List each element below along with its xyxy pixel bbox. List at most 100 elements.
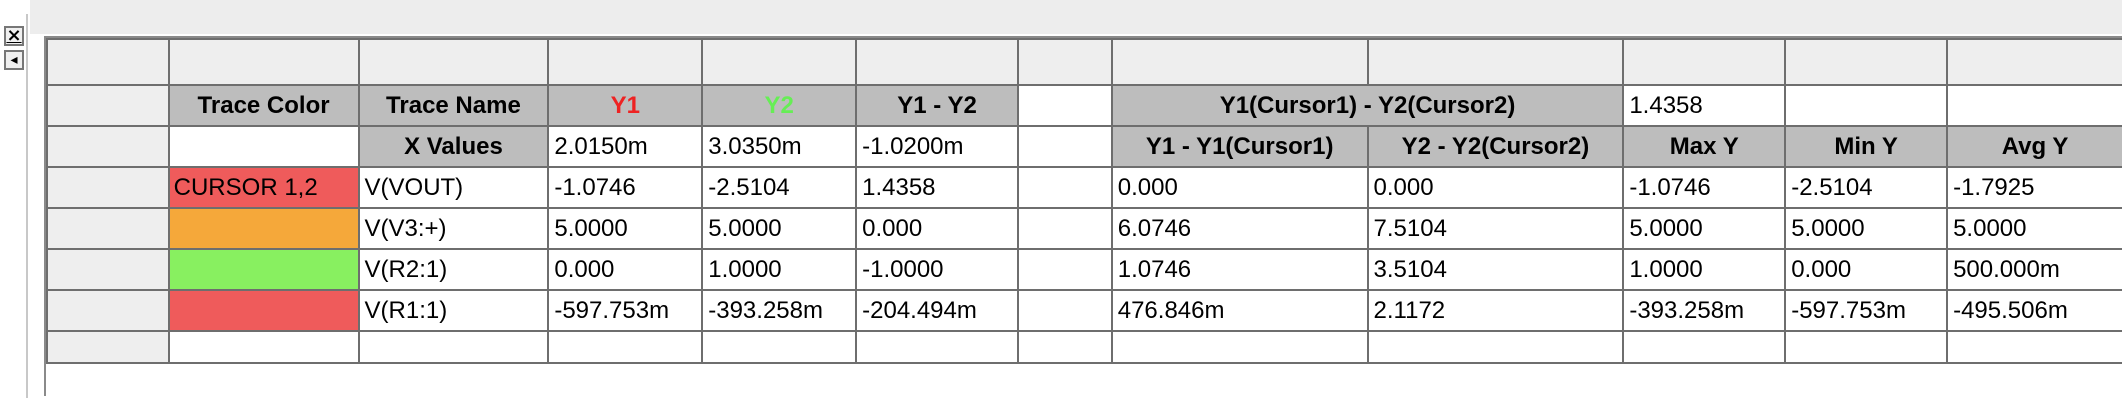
- empty-cell[interactable]: [1017, 330, 1113, 364]
- y-diff-value[interactable]: 1.4358: [855, 166, 1019, 209]
- x2-value[interactable]: 3.0350m: [701, 125, 858, 168]
- min-y-value[interactable]: 5.0000: [1784, 207, 1949, 250]
- min-y-value[interactable]: -597.753m: [1784, 289, 1949, 332]
- col-header[interactable]: [1784, 38, 1949, 86]
- trace-color-swatch[interactable]: [167, 248, 360, 291]
- empty-cell[interactable]: [1784, 84, 1949, 127]
- empty-cell[interactable]: [1017, 289, 1113, 332]
- y2-cursor-value[interactable]: 2.1172: [1366, 289, 1625, 332]
- trace-color-swatch[interactable]: [167, 289, 360, 332]
- empty-cell[interactable]: [1784, 330, 1949, 364]
- avg-y-value[interactable]: -495.506m: [1946, 289, 2122, 332]
- max-y-header: Max Y: [1622, 125, 1787, 168]
- y1-header: Y1: [547, 84, 704, 127]
- max-y-value[interactable]: 5.0000: [1622, 207, 1787, 250]
- trace-row[interactable]: CURSOR 1,2 V(VOUT) -1.0746 -2.5104 1.435…: [46, 166, 2122, 209]
- col-header[interactable]: [1622, 38, 1787, 86]
- cursor-diff-value[interactable]: 1.4358: [1622, 84, 1787, 127]
- empty-cell[interactable]: [1017, 166, 1113, 209]
- y2-cursor-value[interactable]: 0.000: [1366, 166, 1625, 209]
- y1-cursor-value[interactable]: 6.0746: [1110, 207, 1369, 250]
- row-header[interactable]: [46, 289, 170, 332]
- empty-cell[interactable]: [357, 330, 550, 364]
- corner-cell[interactable]: [46, 38, 170, 86]
- y1-minus-y2-header: Y1 - Y2: [855, 84, 1019, 127]
- col-header[interactable]: [1946, 38, 2122, 86]
- cursor-table: Trace Color Trace Name Y1 Y2 Y1 - Y2 Y1(…: [46, 38, 2122, 364]
- trace-color-swatch[interactable]: CURSOR 1,2: [167, 166, 360, 209]
- row-header[interactable]: [46, 84, 170, 127]
- y2-cursor-value[interactable]: 7.5104: [1366, 207, 1625, 250]
- y2-value[interactable]: -2.5104: [701, 166, 858, 209]
- y2-value[interactable]: -393.258m: [701, 289, 858, 332]
- y-diff-value[interactable]: -1.0000: [855, 248, 1019, 291]
- col-header[interactable]: [357, 38, 550, 86]
- y-diff-value[interactable]: -204.494m: [855, 289, 1019, 332]
- row-header[interactable]: [46, 207, 170, 250]
- max-y-value[interactable]: -393.258m: [1622, 289, 1787, 332]
- trace-row[interactable]: V(R2:1) 0.000 1.0000 -1.0000 1.0746 3.51…: [46, 248, 2122, 291]
- col-header[interactable]: [1366, 38, 1625, 86]
- close-icon[interactable]: ×: [4, 26, 24, 46]
- y1-cursor-value[interactable]: 1.0746: [1110, 248, 1369, 291]
- y2-cursor-value[interactable]: 3.5104: [1366, 248, 1625, 291]
- y1-value[interactable]: -1.0746: [547, 166, 704, 209]
- empty-cell[interactable]: [1110, 330, 1369, 364]
- row-header[interactable]: [46, 330, 170, 364]
- avg-y-value[interactable]: -1.7925: [1946, 166, 2122, 209]
- empty-cell[interactable]: [1017, 248, 1113, 291]
- col-header[interactable]: [855, 38, 1019, 86]
- scroll-left-icon[interactable]: ◂: [4, 50, 24, 70]
- empty-cell[interactable]: [1017, 84, 1113, 127]
- y1-cursor-header: Y1 - Y1(Cursor1): [1110, 125, 1369, 168]
- trace-name[interactable]: V(R2:1): [357, 248, 550, 291]
- min-y-value[interactable]: 0.000: [1784, 248, 1949, 291]
- trace-name[interactable]: V(R1:1): [357, 289, 550, 332]
- col-header[interactable]: [701, 38, 858, 86]
- trace-row[interactable]: V(V3:+) 5.0000 5.0000 0.000 6.0746 7.510…: [46, 207, 2122, 250]
- max-y-value[interactable]: 1.0000: [1622, 248, 1787, 291]
- empty-cell[interactable]: [1017, 207, 1113, 250]
- y1-value[interactable]: -597.753m: [547, 289, 704, 332]
- col-header[interactable]: [1110, 38, 1369, 86]
- empty-cell[interactable]: [1017, 125, 1113, 168]
- y2-value[interactable]: 1.0000: [701, 248, 858, 291]
- avg-y-value[interactable]: 500.000m: [1946, 248, 2122, 291]
- y2-value[interactable]: 5.0000: [701, 207, 858, 250]
- col-header[interactable]: [167, 38, 360, 86]
- empty-cell[interactable]: [855, 330, 1019, 364]
- row-header[interactable]: [46, 248, 170, 291]
- x-diff-value[interactable]: -1.0200m: [855, 125, 1019, 168]
- empty-cell[interactable]: [167, 125, 360, 168]
- empty-cell[interactable]: [1946, 84, 2122, 127]
- x1-value[interactable]: 2.0150m: [547, 125, 704, 168]
- y1-value[interactable]: 5.0000: [547, 207, 704, 250]
- empty-cell[interactable]: [1366, 330, 1625, 364]
- trace-color-header: Trace Color: [167, 84, 360, 127]
- empty-cell[interactable]: [701, 330, 858, 364]
- max-y-value[interactable]: -1.0746: [1622, 166, 1787, 209]
- y-diff-value[interactable]: 0.000: [855, 207, 1019, 250]
- trace-row[interactable]: V(R1:1) -597.753m -393.258m -204.494m 47…: [46, 289, 2122, 332]
- empty-cell[interactable]: [1946, 330, 2122, 364]
- trace-color-swatch[interactable]: [167, 207, 360, 250]
- y1-value[interactable]: 0.000: [547, 248, 704, 291]
- col-header[interactable]: [547, 38, 704, 86]
- empty-cell[interactable]: [1622, 330, 1787, 364]
- row-header[interactable]: [46, 125, 170, 168]
- empty-cell[interactable]: [547, 330, 704, 364]
- y1-cursor-value[interactable]: 0.000: [1110, 166, 1369, 209]
- y2-cursor-header: Y2 - Y2(Cursor2): [1366, 125, 1625, 168]
- trace-name[interactable]: V(V3:+): [357, 207, 550, 250]
- y1-cursor-value[interactable]: 476.846m: [1110, 289, 1369, 332]
- empty-cell[interactable]: [167, 330, 360, 364]
- probe-cursor-grid: Trace Color Trace Name Y1 Y2 Y1 - Y2 Y1(…: [44, 36, 2122, 396]
- col-header[interactable]: [1017, 38, 1113, 86]
- row-header[interactable]: [46, 166, 170, 209]
- avg-y-value[interactable]: 5.0000: [1946, 207, 2122, 250]
- min-y-value[interactable]: -2.5104: [1784, 166, 1949, 209]
- x-values-row: X Values 2.0150m 3.0350m -1.0200m Y1 - Y…: [46, 125, 2122, 168]
- trace-name[interactable]: V(VOUT): [357, 166, 550, 209]
- panel-divider: [26, 14, 28, 398]
- toolbar-strip: [30, 0, 2122, 34]
